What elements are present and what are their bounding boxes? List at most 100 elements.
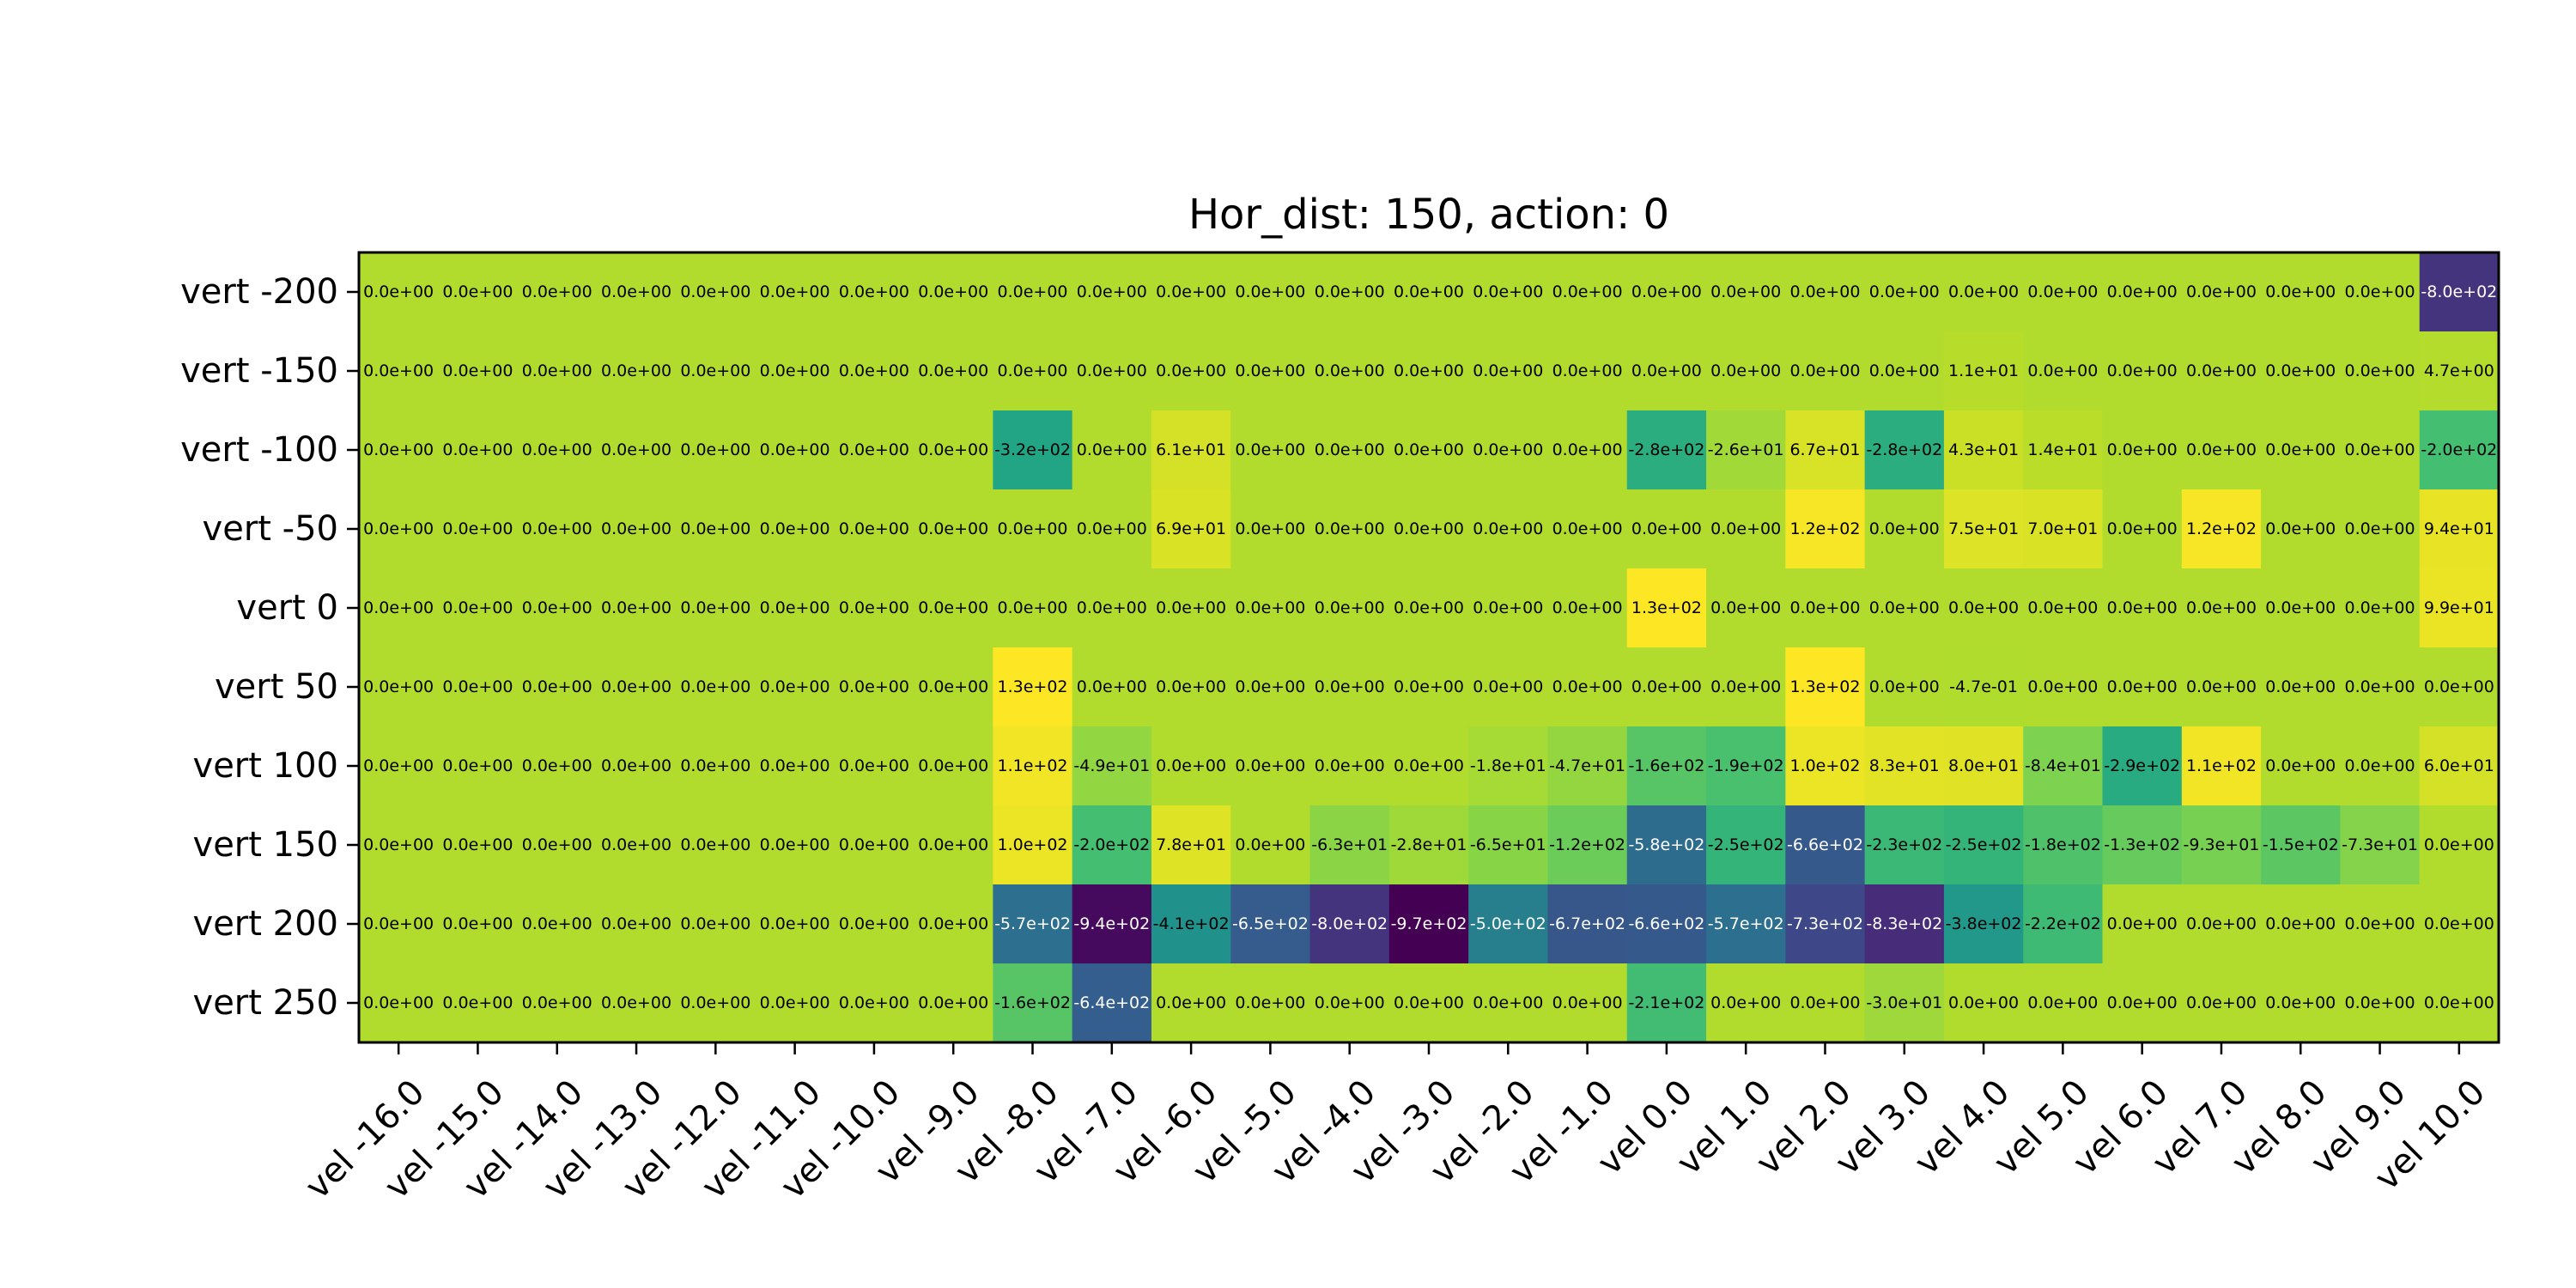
heatmap-cell bbox=[517, 647, 598, 727]
cell-value-label: 0.0e+00 bbox=[760, 756, 830, 775]
heatmap-cell bbox=[1388, 647, 1469, 727]
cell-value-label: 0.0e+00 bbox=[601, 598, 671, 617]
heatmap-cell bbox=[1547, 331, 1628, 411]
cell-value-label: 0.0e+00 bbox=[1394, 677, 1464, 696]
cell-value-label: 0.0e+00 bbox=[2424, 993, 2494, 1012]
heatmap-cell bbox=[2023, 884, 2104, 964]
cell-value-label: 0.0e+00 bbox=[839, 993, 909, 1012]
heatmap-cell bbox=[1547, 726, 1628, 806]
heatmap-cell bbox=[993, 963, 1073, 1043]
cell-value-label: 0.0e+00 bbox=[1552, 440, 1623, 459]
cell-value-label: 0.0e+00 bbox=[760, 677, 830, 696]
cell-value-label: 0.0e+00 bbox=[918, 598, 988, 617]
cell-value-label: 0.0e+00 bbox=[1315, 756, 1385, 775]
cell-value-label: 0.0e+00 bbox=[601, 519, 671, 538]
cell-value-label: 0.0e+00 bbox=[2027, 598, 2098, 617]
heatmap-cell bbox=[1706, 884, 1786, 964]
heatmap-cell bbox=[1151, 489, 1231, 569]
cell-value-label: 0.0e+00 bbox=[442, 440, 513, 459]
cell-value-label: 1.2e+02 bbox=[1789, 519, 1860, 538]
cell-value-label: 0.0e+00 bbox=[1869, 361, 1940, 380]
cell-value-label: 8.3e+01 bbox=[1869, 756, 1940, 775]
heatmap-cell bbox=[993, 647, 1073, 727]
cell-value-label: 0.0e+00 bbox=[1631, 283, 1702, 301]
cell-value-label: 0.0e+00 bbox=[1315, 993, 1385, 1012]
heatmap-cell bbox=[1626, 568, 1707, 648]
heatmap-cell bbox=[1468, 647, 1549, 727]
cell-value-label: -4.9e+01 bbox=[1073, 756, 1150, 775]
heatmap-cell bbox=[1309, 805, 1390, 885]
heatmap-cell bbox=[1072, 252, 1152, 332]
cell-value-label: 0.0e+00 bbox=[2107, 519, 2178, 538]
cell-value-label: -2.1e+02 bbox=[1628, 993, 1704, 1012]
heatmap-cell bbox=[1230, 252, 1311, 332]
cell-value-label: 0.0e+00 bbox=[522, 598, 592, 617]
cell-value-label: 0.0e+00 bbox=[1473, 440, 1543, 459]
heatmap-cell bbox=[438, 884, 519, 964]
heatmap-cell bbox=[438, 963, 519, 1043]
heatmap-cell bbox=[2023, 331, 2104, 411]
heatmap-cell bbox=[1151, 884, 1231, 964]
cell-value-label: 0.0e+00 bbox=[2027, 361, 2098, 380]
cell-value-label: 0.0e+00 bbox=[442, 914, 513, 933]
cell-value-label: 0.0e+00 bbox=[601, 835, 671, 854]
heatmap-cell bbox=[676, 331, 756, 411]
heatmap-cell bbox=[2102, 489, 2183, 569]
heatmap-cell bbox=[676, 647, 756, 727]
heatmap-cell bbox=[517, 805, 598, 885]
heatmap-cell bbox=[359, 963, 439, 1043]
cell-value-label: 0.0e+00 bbox=[1315, 677, 1385, 696]
heatmap-cell bbox=[596, 410, 677, 490]
cell-value-label: 0.0e+00 bbox=[1473, 677, 1543, 696]
heatmap-cell bbox=[834, 805, 914, 885]
cell-value-label: 0.0e+00 bbox=[839, 440, 909, 459]
cell-value-label: 1.1e+02 bbox=[998, 756, 1068, 775]
heatmap-cell bbox=[914, 252, 993, 332]
cell-value-label: 0.0e+00 bbox=[1156, 283, 1226, 301]
heatmap-cell bbox=[1626, 410, 1707, 490]
cell-value-label: 0.0e+00 bbox=[2265, 519, 2336, 538]
cell-value-label: 0.0e+00 bbox=[680, 283, 750, 301]
heatmap-cell bbox=[1151, 331, 1231, 411]
heatmap-cell bbox=[1706, 331, 1786, 411]
y-tick-label: vert 150 bbox=[193, 825, 338, 865]
cell-value-label: 0.0e+00 bbox=[2186, 283, 2257, 301]
heatmap-cell bbox=[1547, 252, 1628, 332]
heatmap-cell bbox=[2419, 805, 2500, 885]
cell-value-label: 9.4e+01 bbox=[2424, 519, 2494, 538]
heatmap-cell bbox=[2181, 489, 2262, 569]
cell-value-label: 0.0e+00 bbox=[522, 835, 592, 854]
heatmap-cell bbox=[1151, 647, 1231, 727]
heatmap-cell bbox=[1468, 568, 1549, 648]
cell-value-label: 0.0e+00 bbox=[1315, 598, 1385, 617]
cell-value-label: 0.0e+00 bbox=[522, 283, 592, 301]
heatmap-cell bbox=[755, 805, 835, 885]
cell-value-label: 0.0e+00 bbox=[1948, 993, 2019, 1012]
heatmap-cell bbox=[2340, 726, 2421, 806]
cell-value-label: 0.0e+00 bbox=[1315, 440, 1385, 459]
heatmap-cell bbox=[1626, 647, 1707, 727]
heatmap-cell bbox=[1547, 568, 1628, 648]
cell-value-label: 0.0e+00 bbox=[680, 914, 750, 933]
cell-value-label: -9.7e+02 bbox=[1391, 914, 1467, 933]
heatmap-cell bbox=[1943, 963, 2024, 1043]
heatmap-cell bbox=[359, 410, 439, 490]
cell-value-label: 0.0e+00 bbox=[363, 677, 434, 696]
heatmap-cell bbox=[1388, 805, 1469, 885]
cell-value-label: 0.0e+00 bbox=[1235, 756, 1305, 775]
cell-value-label: 0.0e+00 bbox=[680, 361, 750, 380]
cell-value-label: 1.0e+02 bbox=[1789, 756, 1860, 775]
cell-value-label: -8.4e+01 bbox=[2025, 756, 2101, 775]
heatmap-cell bbox=[2340, 410, 2421, 490]
heatmap-cell bbox=[1785, 489, 1866, 569]
heatmap-cell bbox=[596, 963, 677, 1043]
heatmap-cell-labels: 0.0e+00 0.0e+00 0.0e+00 0.0e+00 0.0e+00 0.0e+… bbox=[363, 283, 2497, 1012]
heatmap-cell bbox=[1072, 884, 1152, 964]
cell-value-label: 0.0e+00 bbox=[918, 677, 988, 696]
cell-value-label: 0.0e+00 bbox=[2265, 756, 2336, 775]
cell-value-label: -5.8e+02 bbox=[1628, 835, 1704, 854]
heatmap-cell bbox=[2181, 568, 2262, 648]
cell-value-label: 0.0e+00 bbox=[680, 677, 750, 696]
cell-value-label: 0.0e+00 bbox=[601, 283, 671, 301]
cell-value-label: 0.0e+00 bbox=[601, 440, 671, 459]
